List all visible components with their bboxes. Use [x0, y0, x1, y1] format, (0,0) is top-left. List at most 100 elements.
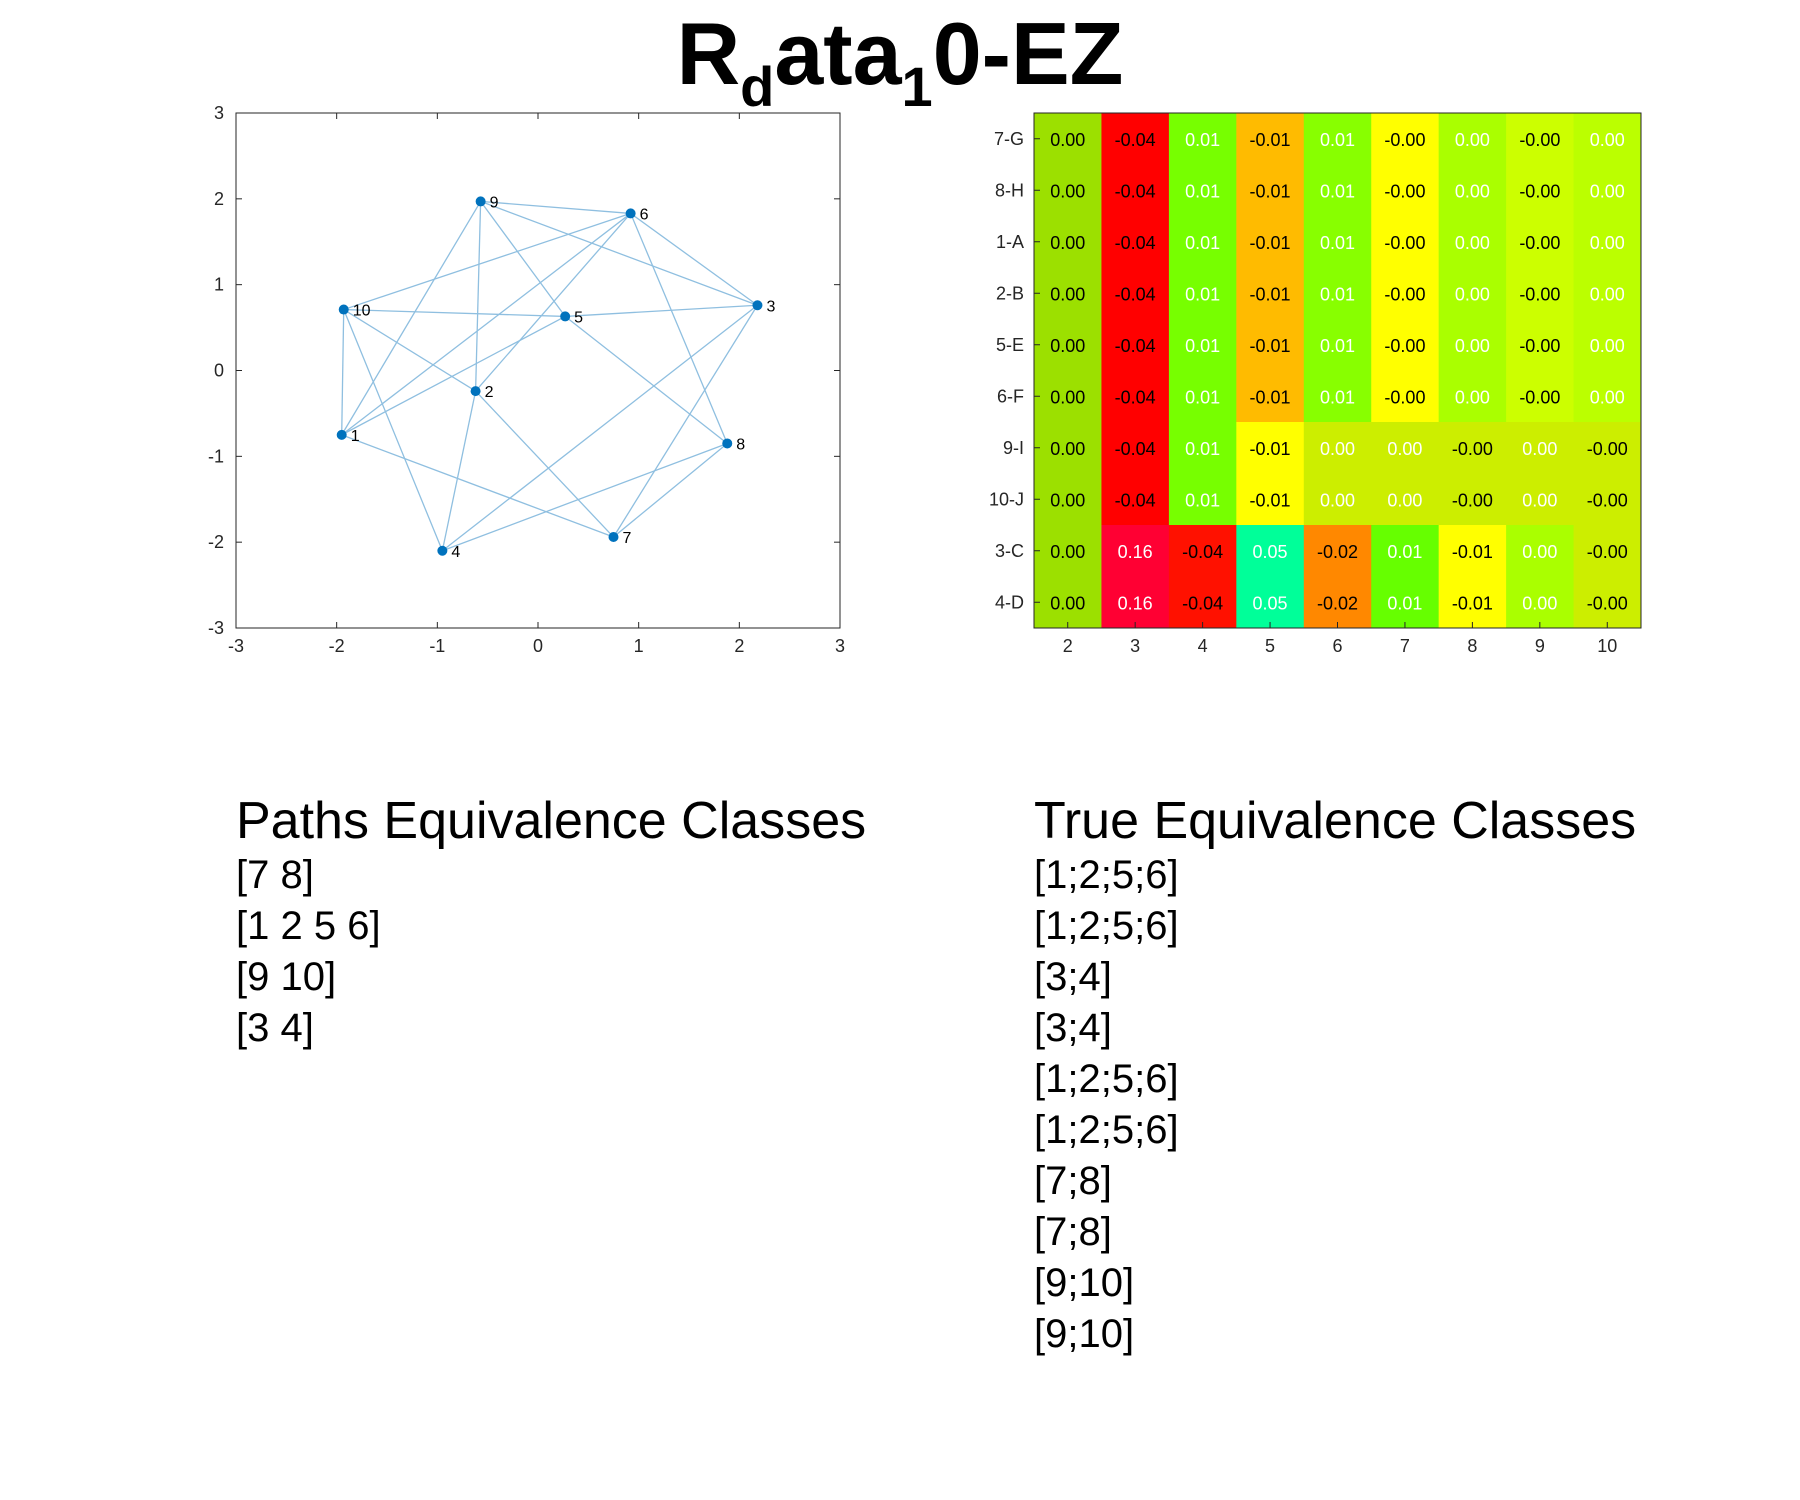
- heatmap-cell-label: -0.00: [1519, 336, 1560, 356]
- heatmap-cell: [1303, 164, 1372, 217]
- y-tick-label: 3: [214, 103, 224, 123]
- heatmap-cell-label: -0.01: [1250, 284, 1291, 304]
- heatmap-cell-label: 0.01: [1320, 130, 1355, 150]
- heatmap-col-label: 5: [1265, 636, 1275, 656]
- graph-edge: [565, 304, 758, 318]
- heatmap-cell-label: -0.00: [1519, 233, 1560, 253]
- graph-edge: [341, 201, 482, 436]
- heatmap-cell-label: -0.01: [1250, 181, 1291, 201]
- heatmap-cell: [1236, 422, 1305, 474]
- heatmap-cell-label: 0.00: [1590, 130, 1625, 150]
- graph-edge: [480, 200, 631, 215]
- heatmap-cell: [1168, 370, 1237, 423]
- graph-node: [338, 304, 349, 315]
- heatmap-cell-label: 0.00: [1050, 593, 1085, 613]
- figure-title: Rdata10-EZ: [0, 10, 1800, 115]
- heatmap-cell: [1573, 525, 1642, 577]
- heatmap-cell: [1573, 267, 1642, 320]
- heatmap-cell-label: 0.00: [1050, 387, 1085, 407]
- heatmap-cell-label: 0.05: [1253, 542, 1288, 562]
- heatmap-cell: [1573, 319, 1642, 371]
- heatmap-cell: [1506, 576, 1575, 629]
- heatmap-cell-label: 0.00: [1522, 490, 1557, 510]
- heatmap-cell-label: -0.00: [1587, 542, 1628, 562]
- heatmap-cell-label: 0.01: [1185, 439, 1220, 459]
- heatmap-cell-label: 0.00: [1050, 542, 1085, 562]
- y-tick-label: -1: [208, 446, 224, 466]
- graph-edge: [475, 212, 632, 392]
- heatmap-cell: [1236, 576, 1305, 629]
- graph-edge: [442, 442, 728, 552]
- heatmap-row-label: 8-H: [995, 180, 1024, 200]
- heatmap-cell: [1506, 319, 1575, 371]
- heatmap-cell-label: 0.01: [1185, 130, 1220, 150]
- heatmap-col-label: 2: [1063, 636, 1073, 656]
- heatmap-cell-label: -0.01: [1250, 130, 1291, 150]
- graph-edge: [343, 212, 631, 311]
- heatmap-cell-label: 0.01: [1320, 181, 1355, 201]
- title-main-3: 0-EZ: [932, 4, 1124, 103]
- heatmap-cell: [1168, 525, 1237, 577]
- graph-node-label: 6: [640, 206, 649, 223]
- heatmap-cell-label: -0.00: [1587, 593, 1628, 613]
- paths-class-item: [3 4]: [236, 1006, 314, 1050]
- heatmap-row-label: 3-C: [995, 541, 1024, 561]
- heatmap-cell-label: -0.00: [1587, 490, 1628, 510]
- heatmap-cell-label: -0.00: [1384, 387, 1425, 407]
- heatmap-cell: [1034, 267, 1102, 320]
- heatmap-cell: [1371, 525, 1440, 577]
- heatmap-row-label: 10-J: [989, 489, 1024, 509]
- heatmap-cell: [1034, 576, 1102, 629]
- graph-edge: [612, 304, 759, 538]
- heatmap-col-label: 10: [1597, 636, 1617, 656]
- graph-node-label: 8: [736, 436, 745, 453]
- graph-edge: [341, 309, 345, 435]
- heatmap-cell: [1506, 525, 1575, 577]
- graph-edge: [341, 315, 566, 436]
- heatmap-row-label: 4-D: [995, 592, 1024, 612]
- heatmap-cell: [1034, 473, 1102, 526]
- heatmap-cell: [1236, 267, 1305, 320]
- heatmap-cell-label: -0.00: [1519, 130, 1560, 150]
- heatmap-cell-label: -0.00: [1384, 336, 1425, 356]
- heatmap-cell: [1101, 473, 1170, 526]
- heatmap-cell: [1168, 319, 1237, 371]
- heatmap-cell-label: 0.00: [1050, 284, 1085, 304]
- heatmap-cell-label: -0.04: [1115, 233, 1156, 253]
- true-class-item: [1;2;5;6]: [1034, 853, 1179, 897]
- heatmap-cell: [1438, 525, 1507, 577]
- heatmap-cell: [1371, 422, 1440, 474]
- heatmap-cell: [1101, 422, 1170, 474]
- heatmap-cell: [1438, 370, 1507, 423]
- heatmap-cell: [1438, 319, 1507, 371]
- heatmap-cell-label: -0.00: [1384, 181, 1425, 201]
- true-class-item: [9;10]: [1034, 1261, 1135, 1305]
- heatmap-cell-label: -0.04: [1115, 284, 1156, 304]
- heatmap-cell-label: 0.00: [1050, 233, 1085, 253]
- heatmap-cell-label: 0.00: [1590, 336, 1625, 356]
- heatmap-cell: [1303, 525, 1372, 577]
- heatmap-cell-label: 0.00: [1590, 233, 1625, 253]
- graph-edge: [480, 201, 566, 317]
- heatmap-cell: [1101, 113, 1170, 165]
- graph-edge: [474, 201, 482, 392]
- heatmap-cell: [1303, 473, 1372, 526]
- heatmap-row-label: 9-I: [1003, 438, 1024, 458]
- heatmap-cell: [1168, 216, 1237, 268]
- heatmap-cell: [1438, 216, 1507, 268]
- heatmap-cell: [1168, 113, 1237, 165]
- heatmap-cell-label: 0.00: [1050, 439, 1085, 459]
- graph-node: [560, 311, 571, 322]
- heatmap-cell: [1506, 113, 1575, 165]
- heatmap-col-label: 9: [1535, 636, 1545, 656]
- heatmap-cell-label: -0.00: [1384, 284, 1425, 304]
- plot-frame: [235, 112, 841, 629]
- heatmap-cell-label: 0.00: [1050, 181, 1085, 201]
- heatmap-cell-label: -0.04: [1115, 490, 1156, 510]
- graph-edge: [441, 304, 758, 552]
- heatmap-row-label: 2-B: [996, 283, 1024, 303]
- graph-node: [608, 532, 619, 543]
- heatmap-cell: [1438, 113, 1507, 165]
- heatmap-cell-label: 0.00: [1387, 439, 1422, 459]
